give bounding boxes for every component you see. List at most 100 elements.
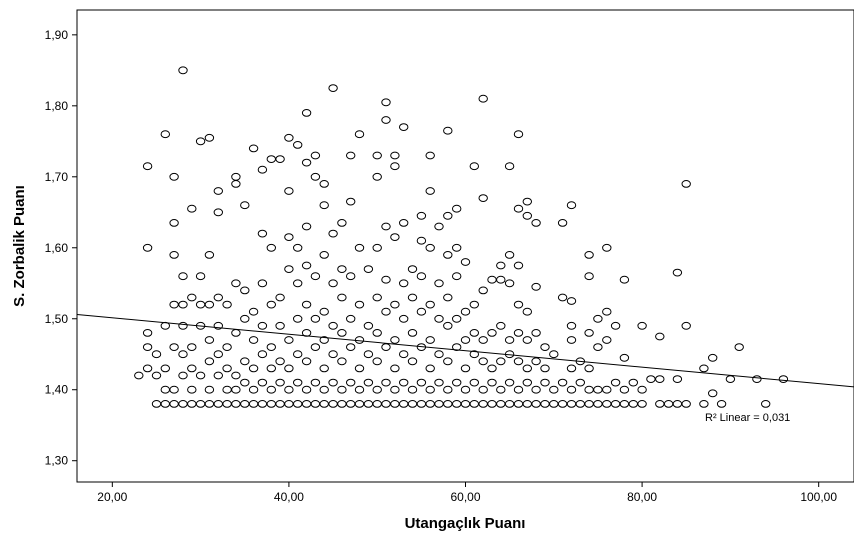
data-point xyxy=(602,307,612,316)
data-point xyxy=(275,357,285,366)
data-point xyxy=(204,300,215,309)
data-point xyxy=(566,336,577,344)
data-point xyxy=(416,272,427,281)
data-point xyxy=(531,219,541,227)
y-tick-label: 1,40 xyxy=(45,383,69,397)
data-point xyxy=(187,204,197,213)
data-point xyxy=(416,211,427,220)
data-point xyxy=(319,385,329,394)
data-point xyxy=(619,353,630,362)
data-point xyxy=(487,329,497,337)
data-point xyxy=(637,400,647,408)
data-point xyxy=(328,84,338,92)
data-point xyxy=(619,385,630,394)
data-point xyxy=(275,293,285,302)
data-point xyxy=(584,364,594,373)
data-point xyxy=(513,261,524,270)
data-point xyxy=(301,357,312,366)
data-point xyxy=(381,275,391,284)
data-point xyxy=(372,151,382,160)
data-point xyxy=(284,265,294,274)
data-point xyxy=(204,357,215,366)
data-point xyxy=(699,364,709,373)
data-point xyxy=(637,321,647,330)
data-point xyxy=(381,307,391,316)
data-point xyxy=(372,385,382,394)
data-point xyxy=(178,272,188,281)
data-point xyxy=(584,251,594,259)
data-point xyxy=(284,133,294,142)
data-point xyxy=(328,321,338,330)
data-point xyxy=(248,307,259,316)
data-point xyxy=(151,350,162,359)
data-point xyxy=(469,329,479,337)
data-point xyxy=(443,251,453,259)
data-point xyxy=(142,243,153,252)
data-point xyxy=(301,261,312,270)
data-point xyxy=(566,321,577,330)
data-point xyxy=(213,371,224,380)
data-point xyxy=(266,385,276,394)
data-point xyxy=(222,300,232,309)
data-point xyxy=(240,201,250,210)
data-point xyxy=(672,268,683,277)
data-point xyxy=(557,378,568,387)
data-point xyxy=(248,336,259,344)
data-point xyxy=(513,329,524,337)
data-point xyxy=(407,293,418,302)
data-point xyxy=(346,151,356,160)
data-point xyxy=(231,385,241,394)
plot-area xyxy=(76,9,854,483)
data-point xyxy=(328,229,338,238)
data-point xyxy=(284,336,294,344)
data-point xyxy=(178,66,188,75)
data-point xyxy=(354,364,365,373)
data-point xyxy=(275,378,285,387)
data-point xyxy=(142,162,153,171)
y-tick-label: 1,60 xyxy=(45,241,69,255)
x-axis-title: Utangaçlık Puanı xyxy=(405,515,526,532)
data-point xyxy=(407,265,418,274)
data-point xyxy=(399,279,409,288)
data-point xyxy=(425,187,435,195)
data-point xyxy=(293,378,303,387)
data-point xyxy=(310,314,321,323)
data-point xyxy=(513,357,524,366)
data-point xyxy=(566,364,577,373)
data-point xyxy=(708,389,718,398)
data-point xyxy=(248,144,259,153)
data-point xyxy=(540,343,550,352)
data-point xyxy=(628,378,638,387)
data-point xyxy=(407,329,418,337)
data-point xyxy=(487,378,497,387)
data-point xyxy=(301,158,312,167)
data-point xyxy=(310,378,321,387)
data-point xyxy=(425,300,435,309)
data-point xyxy=(257,378,268,387)
data-point xyxy=(584,272,594,281)
data-point xyxy=(469,162,479,171)
data-point xyxy=(557,219,568,227)
data-point xyxy=(443,211,453,220)
data-point xyxy=(381,222,391,231)
data-point xyxy=(778,375,789,384)
data-point xyxy=(195,272,206,281)
data-point xyxy=(222,343,232,352)
data-point xyxy=(293,314,303,323)
data-point xyxy=(240,314,250,323)
data-point xyxy=(469,400,479,408)
fit-line-label: R² Linear = 0,031 xyxy=(705,412,790,424)
data-point xyxy=(363,378,374,387)
data-point xyxy=(346,343,356,352)
data-point xyxy=(496,275,506,284)
data-point xyxy=(557,293,568,302)
data-point xyxy=(337,329,347,337)
data-point xyxy=(319,201,329,210)
data-point xyxy=(434,350,444,359)
data-point xyxy=(337,293,347,302)
data-point xyxy=(178,300,188,309)
data-point xyxy=(566,297,577,305)
data-point xyxy=(399,378,409,387)
data-point xyxy=(522,307,532,316)
data-point xyxy=(381,378,391,387)
